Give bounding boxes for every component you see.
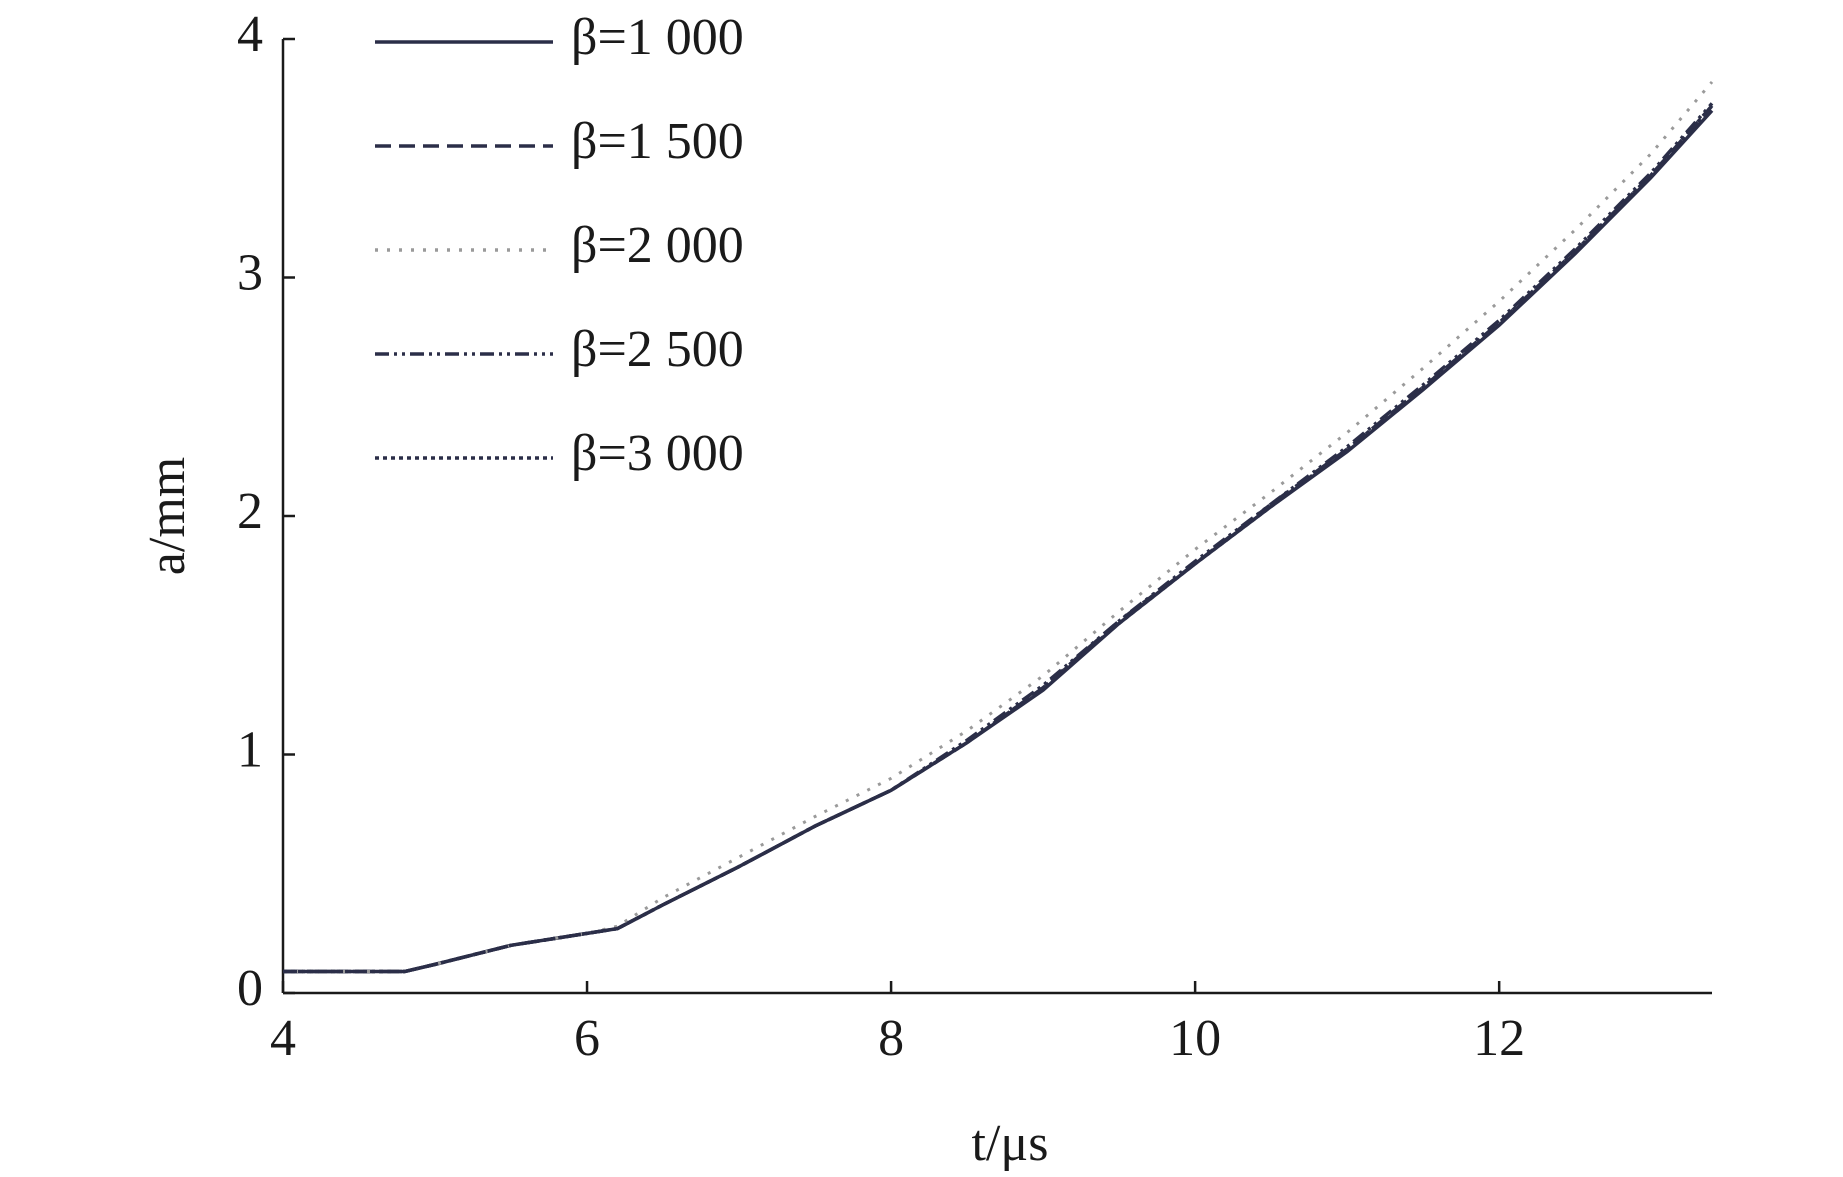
series-line [283,80,1714,974]
series-line [283,102,1714,974]
x-axis-label: t/μs [971,1115,1048,1172]
x-tick-label: 4 [270,1010,296,1067]
y-tick-label: 0 [237,960,263,1017]
x-tick-label: 10 [1169,1010,1221,1067]
y-tick-label: 4 [237,6,263,63]
y-tick-label: 3 [237,244,263,301]
y-tick-label: 1 [237,721,263,778]
series-line [283,104,1714,974]
x-tick-label: 8 [878,1010,904,1067]
x-tick-label: 6 [574,1010,600,1067]
legend-label: β=1 500 [571,113,744,170]
y-axis-label: a/mm [139,457,196,575]
legend-label: β=2 500 [571,321,744,378]
y-tick-label: 2 [237,483,263,540]
legend-label: β=2 000 [571,217,744,274]
series-line [283,104,1714,974]
legend-label: β=3 000 [571,425,744,482]
x-tick-label: 12 [1473,1010,1525,1067]
series-line [283,109,1714,974]
legend-label: β=1 000 [571,9,744,66]
